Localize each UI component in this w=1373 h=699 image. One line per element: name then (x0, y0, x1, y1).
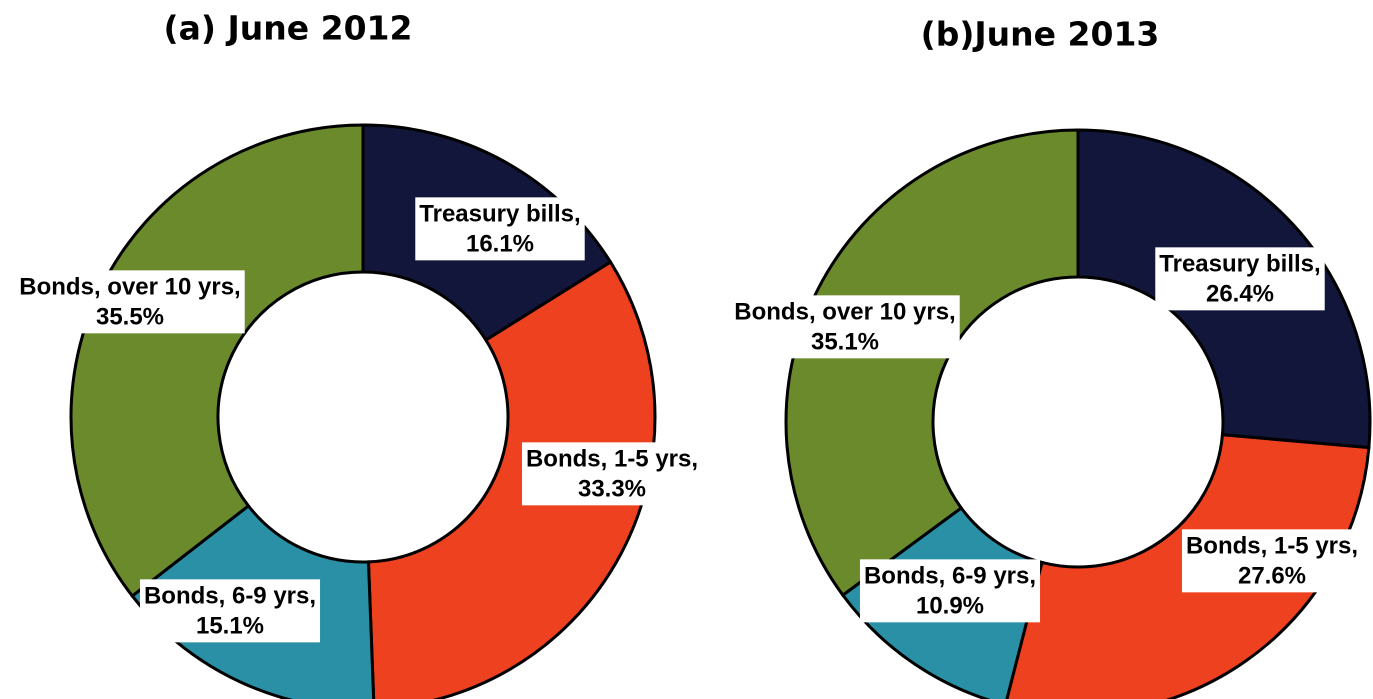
segment-label: Bonds, over 10 yrs, 35.5% (15, 270, 245, 334)
label-background (415, 197, 585, 261)
label-background (730, 295, 960, 359)
value-label: 35.1% (811, 328, 879, 355)
category-label: Bonds, 1-5 yrs, (526, 445, 698, 472)
chart-title: (b)June 2013 (921, 15, 1160, 54)
value-label: 26.4% (1206, 280, 1274, 307)
segment-label: Bonds, over 10 yrs, 35.1% (730, 295, 960, 359)
label-background (521, 442, 703, 506)
segment-label: Bonds, 6-9 yrs, 15.1% (139, 579, 321, 643)
segment-label: Treasury bills, 16.1% (415, 197, 585, 261)
label-background (859, 559, 1041, 623)
segment-label: Bonds, 1-5 yrs, 27.6% (1181, 529, 1363, 593)
value-label: 15.1% (196, 612, 264, 639)
value-label: 27.6% (1238, 562, 1306, 589)
value-label: 16.1% (466, 230, 534, 257)
category-label: Bonds, 1-5 yrs, (1186, 532, 1358, 559)
segment-label: Treasury bills, 26.4% (1155, 247, 1325, 311)
donut-segment (784, 128, 1080, 598)
category-label: Treasury bills, (419, 200, 580, 227)
label-background (1155, 247, 1325, 311)
category-label: Bonds, over 10 yrs, (734, 298, 955, 325)
label-background (139, 579, 321, 643)
value-label: 33.3% (578, 475, 646, 502)
label-background (1181, 529, 1363, 593)
donut-segment (69, 123, 365, 599)
label-background (15, 270, 245, 334)
value-label: 35.5% (96, 303, 164, 330)
category-label: Bonds, 6-9 yrs, (864, 562, 1036, 589)
value-label: 10.9% (916, 592, 984, 619)
category-label: Treasury bills, (1159, 250, 1320, 277)
segment-label: Bonds, 6-9 yrs, 10.9% (859, 559, 1041, 623)
category-label: Bonds, 6-9 yrs, (144, 582, 316, 609)
chart-title: (a) June 2012 (164, 9, 413, 48)
category-label: Bonds, over 10 yrs, (19, 273, 240, 300)
donut-segment (366, 260, 657, 699)
segment-label: Bonds, 1-5 yrs, 33.3% (521, 442, 703, 506)
